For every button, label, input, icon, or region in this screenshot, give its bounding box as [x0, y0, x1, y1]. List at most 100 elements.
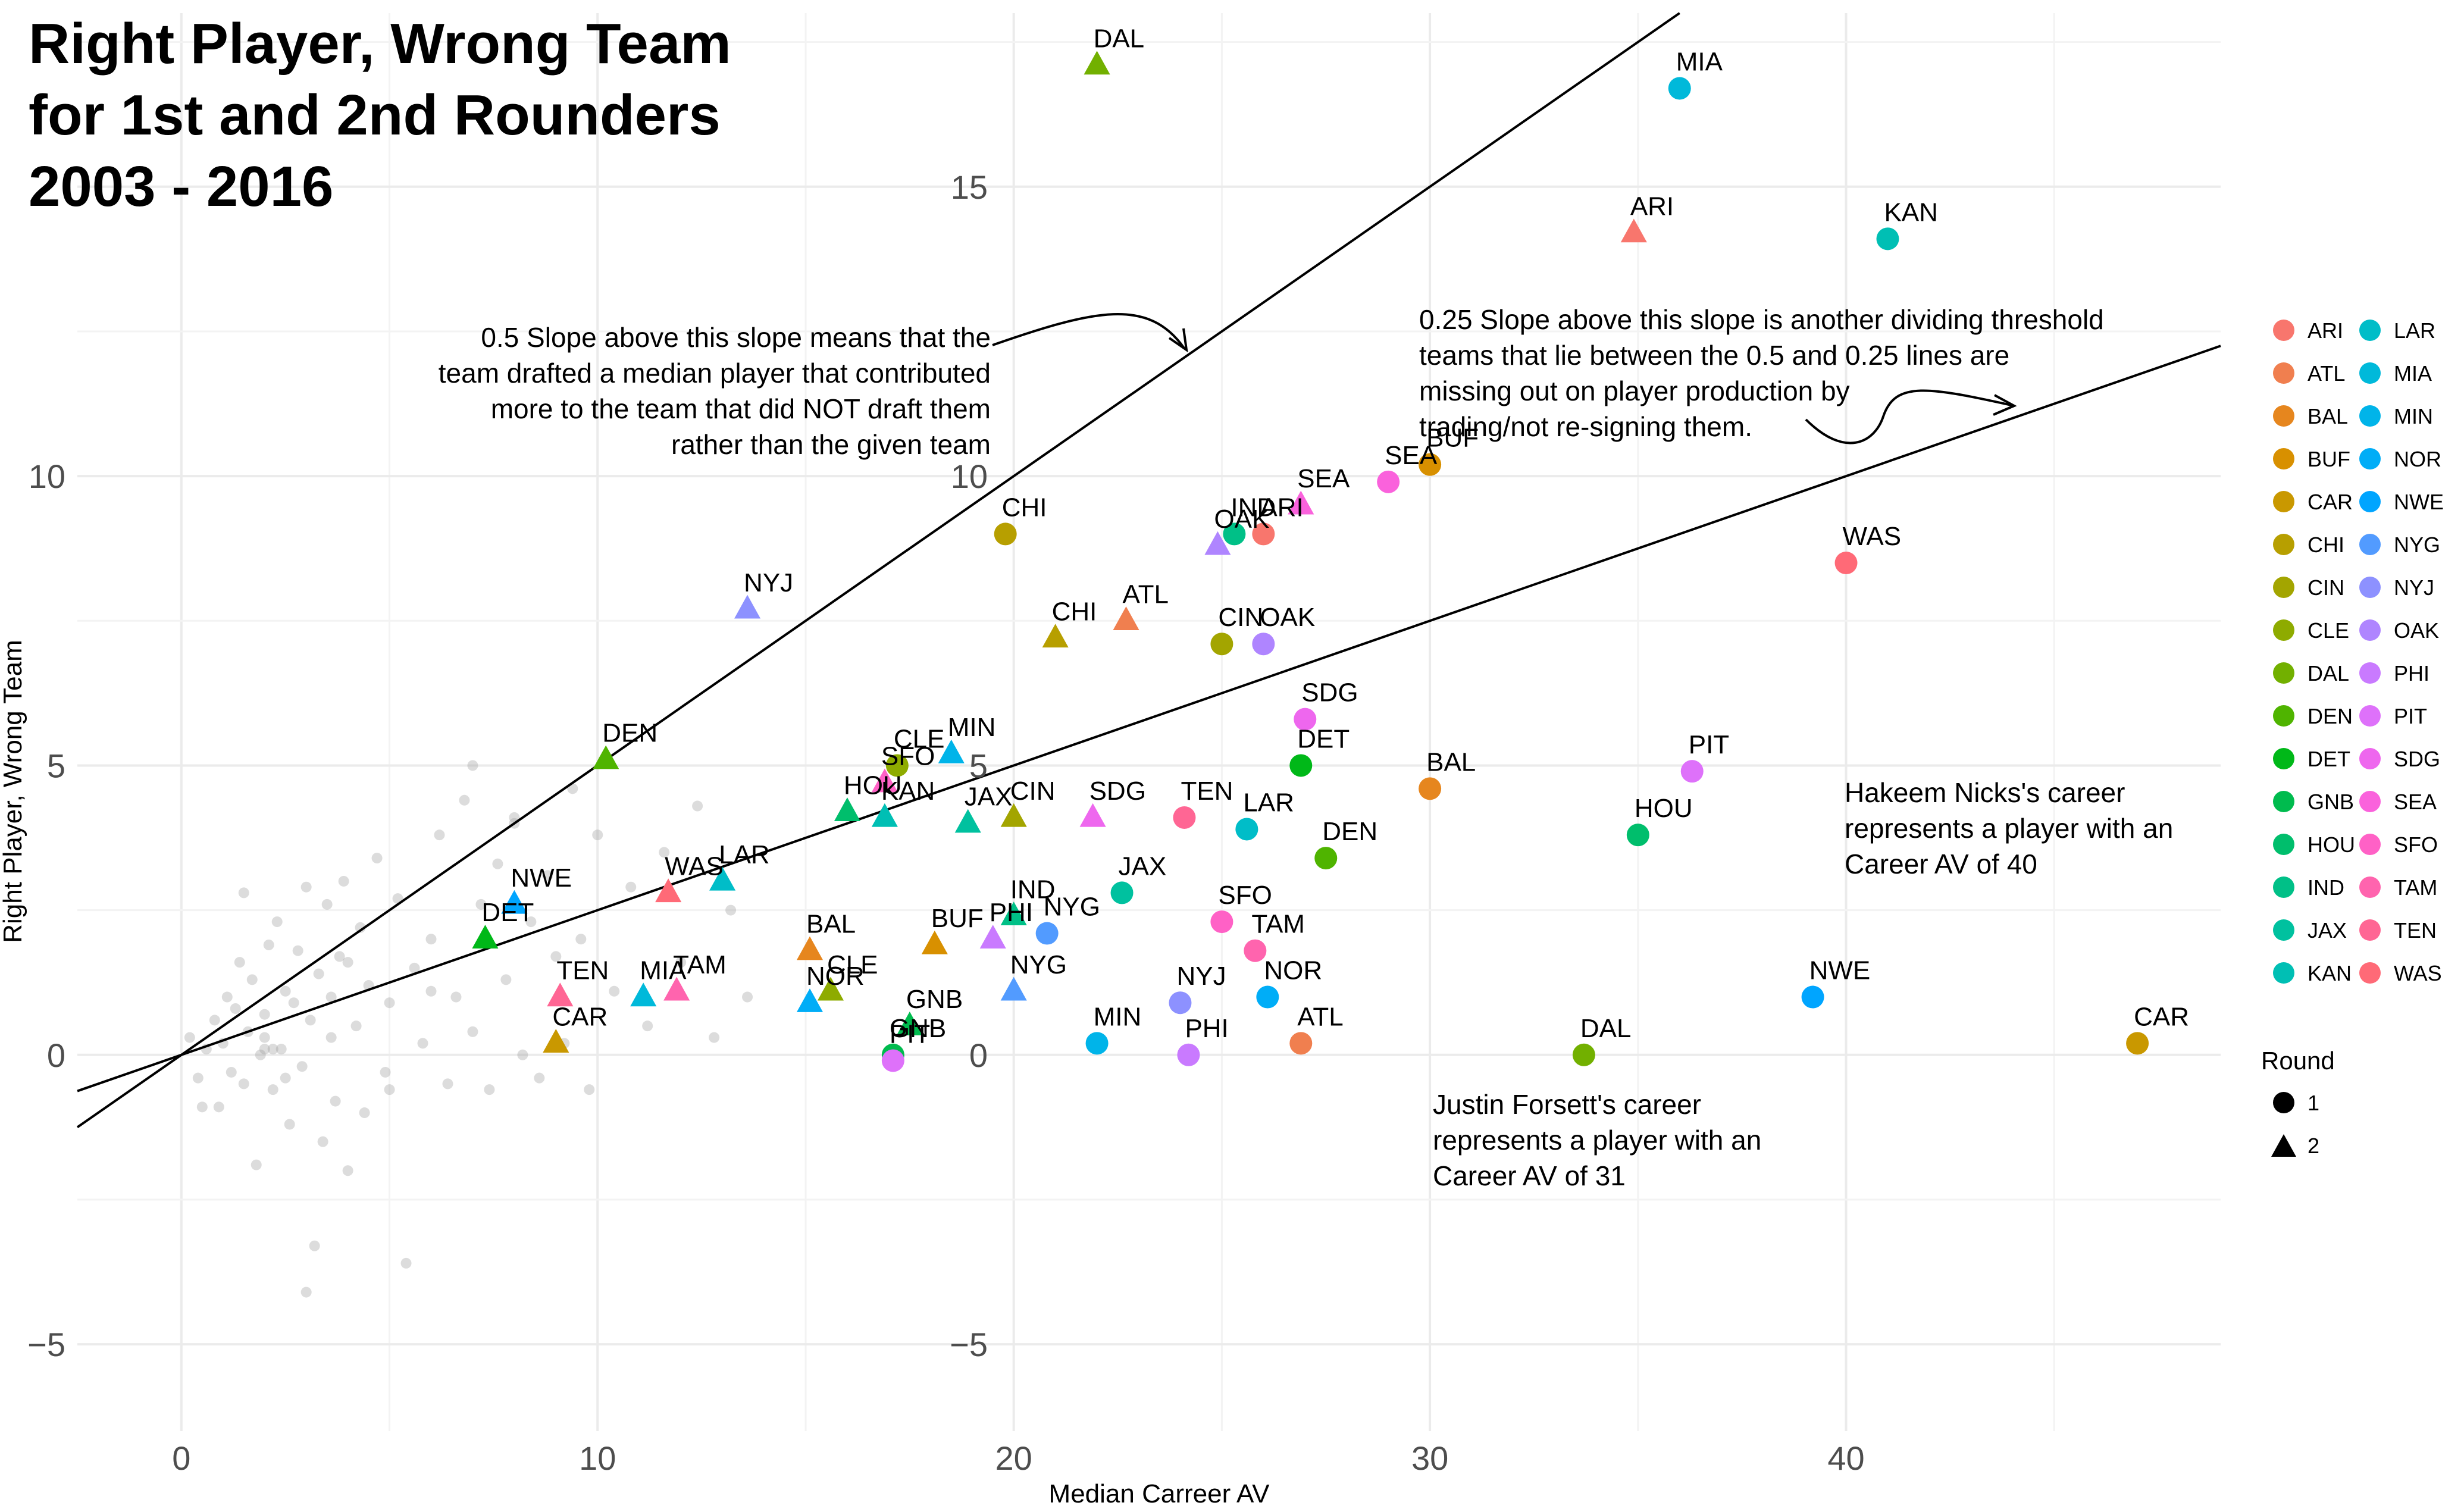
- point-nyg-round2: [1000, 976, 1027, 1001]
- point-tam-round2: [663, 976, 690, 1001]
- label-cin: CIN: [1218, 603, 1263, 632]
- team-points: [472, 51, 2149, 1072]
- label-was: WAS: [665, 852, 724, 881]
- point-ten-round1: [1173, 806, 1196, 829]
- point-ari-round2: [1620, 218, 1647, 243]
- point-car-round2: [543, 1029, 569, 1053]
- legend-key-nyj: [2359, 577, 2381, 598]
- background-point: [292, 945, 303, 956]
- title-line-3: 2003 - 2016: [29, 155, 333, 218]
- point-nwe-round2: [501, 890, 528, 914]
- background-point: [280, 1072, 291, 1084]
- legend-key-car: [2273, 491, 2294, 512]
- legend-label-phi: PHI: [2394, 661, 2429, 685]
- label-car: CAR: [2134, 1002, 2189, 1031]
- legend-label-nyg: NYG: [2394, 533, 2440, 557]
- background-point: [355, 922, 366, 933]
- legend-key-bal: [2273, 405, 2294, 427]
- point-lar-round2: [709, 866, 736, 891]
- label-oak: OAK: [1260, 603, 1315, 632]
- background-point: [450, 991, 462, 1003]
- legend-label-oak: OAK: [2394, 618, 2439, 643]
- x-tick-label: 0: [172, 1439, 190, 1477]
- point-min-round2: [938, 739, 965, 763]
- reference-lines: [76, 12, 2221, 1128]
- background-point: [534, 1072, 545, 1084]
- background-point: [300, 881, 312, 893]
- label-chi: CHI: [1002, 493, 1047, 522]
- label-car: CAR: [552, 1002, 608, 1031]
- legend-key-gnb: [2273, 791, 2294, 812]
- label-sdg: SDG: [1301, 678, 1358, 708]
- legend-label-nwe: NWE: [2394, 490, 2444, 514]
- point-nwe-round1: [1801, 985, 1824, 1009]
- slope-05-arrowhead: [1168, 328, 1188, 353]
- point-buf-round2: [921, 930, 948, 954]
- legend-key-cin: [2273, 577, 2294, 598]
- background-point: [321, 899, 333, 910]
- background-point: [246, 974, 258, 985]
- background-point: [542, 870, 553, 881]
- point-chi-round1: [994, 522, 1017, 546]
- point-den-round1: [1314, 847, 1338, 870]
- label-pit: PIT: [890, 1020, 930, 1049]
- legend-key-oak: [2359, 619, 2381, 641]
- legend-label-lar: LAR: [2394, 318, 2435, 343]
- background-point: [213, 1101, 224, 1113]
- slope-05-line-4: rather than the given team: [671, 429, 991, 460]
- background-point: [275, 1044, 287, 1055]
- background-point: [317, 1136, 328, 1147]
- background-point: [192, 1072, 203, 1084]
- legend-label-sdg: SDG: [2394, 747, 2440, 771]
- label-buf: BUF: [931, 904, 984, 933]
- label-phi: PHI: [990, 898, 1033, 927]
- label-nyg: NYG: [1044, 893, 1100, 922]
- slope-025-line-2: teams that lie between the 0.5 and 0.25 …: [1419, 340, 2009, 371]
- background-point: [184, 1032, 195, 1043]
- label-mia: MIA: [1676, 47, 1723, 76]
- legend-key-ten: [2359, 919, 2381, 941]
- slope-0.5-line: [76, 12, 1680, 1128]
- background-point: [338, 875, 349, 887]
- label-tam: TAM: [673, 950, 727, 979]
- point-oak-round1: [1252, 633, 1275, 656]
- legend-label-gnb: GNB: [2308, 790, 2354, 814]
- legend-key-dal: [2273, 662, 2294, 684]
- point-sea-round2: [1288, 490, 1314, 515]
- background-point: [325, 1032, 337, 1043]
- legend-label-sea: SEA: [2394, 790, 2437, 814]
- label-ten: TEN: [1181, 777, 1233, 806]
- background-point: [525, 916, 537, 928]
- point-pit-round1: [1680, 760, 1704, 783]
- legend-key-sfo: [2359, 834, 2381, 855]
- x-tick-label: 30: [1411, 1439, 1448, 1477]
- slope-025-line-4: trading/not re-signing them.: [1419, 411, 1752, 442]
- background-point: [592, 829, 603, 841]
- label-min: MIN: [1094, 1002, 1142, 1031]
- slope-025-line-1: 0.25 Slope above this slope is another d…: [1419, 304, 2104, 335]
- label-nyj: NYJ: [1176, 962, 1226, 991]
- background-point: [659, 847, 670, 858]
- point-bal-round2: [796, 936, 824, 960]
- point-mia-round1: [1668, 77, 1691, 100]
- label-atl: ATL: [1123, 580, 1169, 609]
- label-kan: KAN: [881, 777, 935, 806]
- label-ari: ARI: [1630, 192, 1674, 221]
- background-point: [371, 853, 383, 864]
- background-point: [550, 951, 562, 962]
- x-axis-title: Median Carreer AV: [1049, 1479, 1270, 1508]
- hakeem-nicks-line-3: Career AV of 40: [1845, 849, 2037, 879]
- background-point: [196, 1101, 208, 1113]
- background-point: [642, 1020, 653, 1032]
- y-axis-title: Right Player, Wrong Team: [0, 640, 27, 943]
- slope-025-arrow: [1805, 389, 2015, 444]
- point-cin-round1: [1210, 633, 1233, 656]
- label-det: DET: [1297, 724, 1350, 753]
- label-mia: MIA: [640, 956, 687, 985]
- label-det: DET: [481, 898, 534, 927]
- legend-key-atl: [2273, 362, 2294, 384]
- point-ind-round2: [1000, 901, 1027, 926]
- label-nyg: NYG: [1010, 950, 1067, 979]
- x-tick-label: 20: [995, 1439, 1032, 1477]
- label-cle: CLE: [827, 950, 878, 979]
